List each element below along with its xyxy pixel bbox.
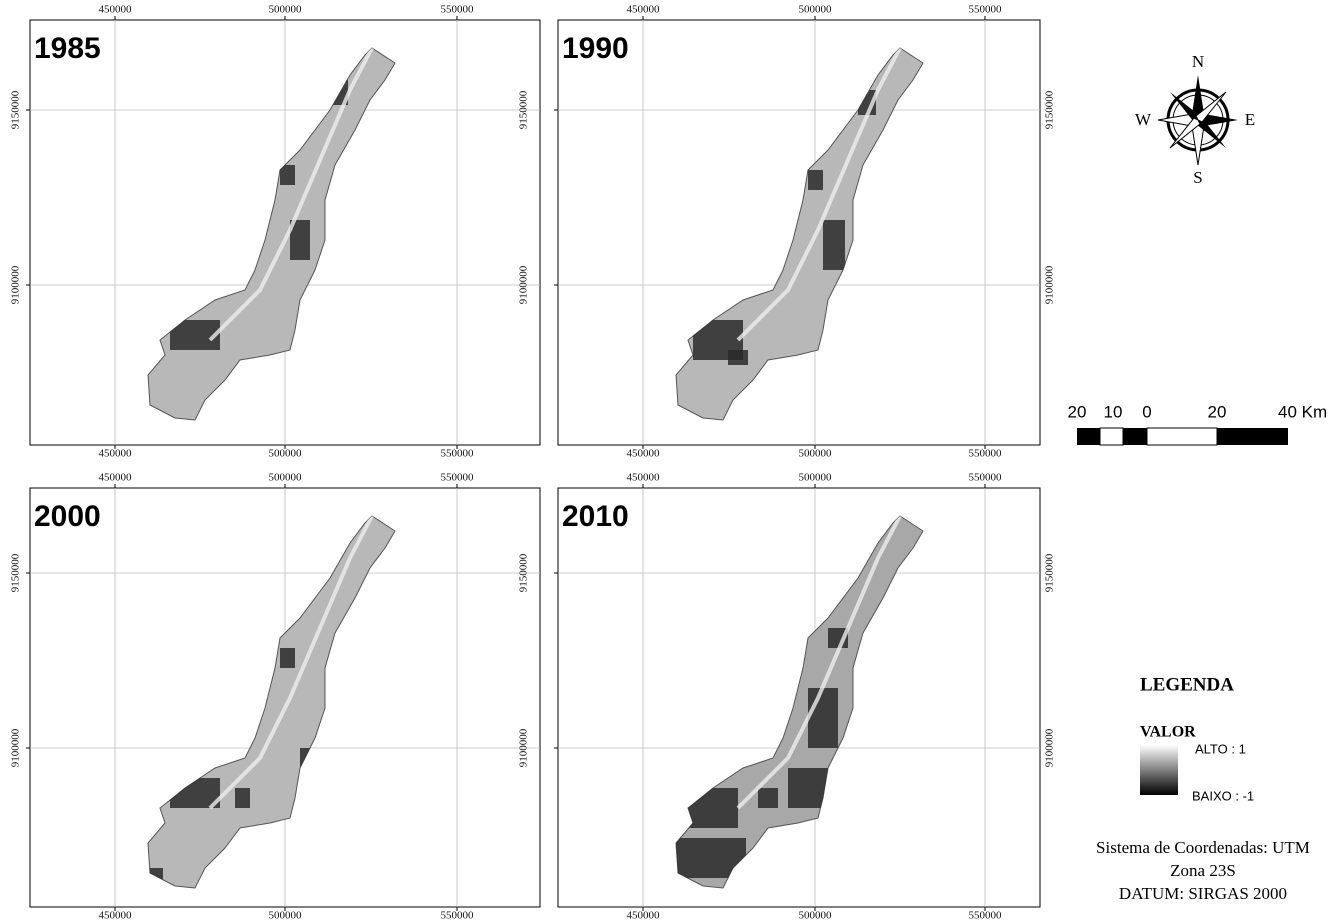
y-tick-label: 9100000 (10, 728, 22, 767)
scale-label: 10 (1104, 402, 1123, 421)
legend: LEGENDA VALOR ALTO : 1 BAIXO : -1 (1140, 674, 1254, 803)
x-tick-label: 450000 (99, 4, 133, 16)
y-tick-label: 9100000 (1044, 728, 1056, 767)
north-arrow: N S E W (1135, 52, 1255, 187)
x-tick-label: 450000 (99, 448, 133, 460)
y-tick-label: 9100000 (518, 728, 530, 767)
river-corridor (208, 516, 374, 810)
y-tick-label: 9100000 (1044, 265, 1056, 304)
dark-patch (280, 648, 295, 668)
river-corridor (736, 48, 902, 342)
x-tick-label: 500000 (269, 448, 303, 460)
x-tick-label: 550000 (969, 448, 1003, 460)
y-tick-label: 9100000 (518, 265, 530, 304)
x-tick-label: 500000 (269, 910, 303, 921)
y-tick-label: 9150000 (518, 553, 530, 592)
legend-ramp (1140, 745, 1178, 795)
river-corridor (736, 516, 902, 810)
y-tick-label: 9150000 (10, 553, 22, 592)
dark-patch (235, 788, 250, 808)
panel-year: 2000 (34, 500, 101, 533)
x-tick-label: 550000 (441, 4, 475, 16)
y-tick-label: 9150000 (10, 90, 22, 129)
x-tick-label: 500000 (269, 4, 303, 16)
panel-year: 1990 (562, 32, 629, 65)
scale-label: 20 (1208, 402, 1227, 421)
x-tick-label: 550000 (441, 910, 475, 921)
dark-patch (823, 220, 845, 270)
map-panel: 2000 450000 450000 500000 500000 550000 550000… (10, 472, 541, 921)
panel-year: 1985 (34, 32, 101, 65)
x-tick-label: 450000 (99, 472, 133, 484)
x-tick-label: 500000 (799, 472, 833, 484)
legend-low: BAIXO : -1 (1192, 788, 1254, 803)
legend-title: LEGENDA (1140, 674, 1234, 695)
scale-label: 40 Km (1278, 402, 1327, 421)
map-panel: 1990 450000 450000 500000 500000 550000 550000… (518, 4, 1056, 460)
y-tick-label: 9150000 (518, 90, 530, 129)
x-tick-label: 500000 (799, 4, 833, 16)
panel-year: 2010 (562, 500, 629, 533)
dark-patch (280, 165, 295, 185)
y-tick-label: 9150000 (1044, 553, 1056, 592)
compass-w: W (1135, 110, 1152, 129)
x-tick-label: 550000 (969, 910, 1003, 921)
compass-n: N (1192, 52, 1204, 71)
x-tick-label: 550000 (969, 472, 1003, 484)
x-tick-label: 550000 (441, 448, 475, 460)
x-tick-label: 550000 (441, 472, 475, 484)
scale-label: 0 (1142, 402, 1151, 421)
dark-patch (808, 170, 823, 190)
x-tick-label: 450000 (99, 910, 133, 921)
x-tick-label: 450000 (627, 472, 661, 484)
x-tick-label: 500000 (269, 472, 303, 484)
scale-bar: 20 10 0 20 40 Km (1068, 402, 1327, 446)
y-tick-label: 9150000 (1044, 90, 1056, 129)
dark-patch (808, 688, 838, 748)
legend-high: ALTO : 1 (1195, 741, 1246, 756)
coord-line: Sistema de Coordenadas: UTM (1096, 838, 1310, 857)
x-tick-label: 450000 (627, 448, 661, 460)
x-tick-label: 500000 (799, 448, 833, 460)
map-panel: 2010 450000 450000 500000 500000 550000 550000… (518, 472, 1056, 921)
dark-patch (728, 350, 748, 365)
dark-patch (758, 788, 778, 808)
x-tick-label: 450000 (627, 4, 661, 16)
compass-e: E (1245, 110, 1255, 129)
river-corridor (208, 48, 374, 342)
y-tick-label: 9100000 (10, 265, 22, 304)
x-tick-label: 450000 (627, 910, 661, 921)
dark-patch (290, 220, 310, 260)
map-panel: 1985 450000 450000 500000 500000 550000 550000… (10, 4, 541, 460)
x-tick-label: 550000 (969, 4, 1003, 16)
legend-subtitle: VALOR (1140, 724, 1196, 741)
x-tick-label: 500000 (799, 910, 833, 921)
dark-patch (788, 768, 828, 808)
coord-line: DATUM: SIRGAS 2000 (1119, 884, 1287, 903)
coord-line: Zona 23S (1170, 861, 1236, 880)
compass-s: S (1193, 168, 1202, 187)
scale-label: 20 (1068, 402, 1087, 421)
coordinate-info: Sistema de Coordenadas: UTM Zona 23S DAT… (1096, 838, 1310, 903)
